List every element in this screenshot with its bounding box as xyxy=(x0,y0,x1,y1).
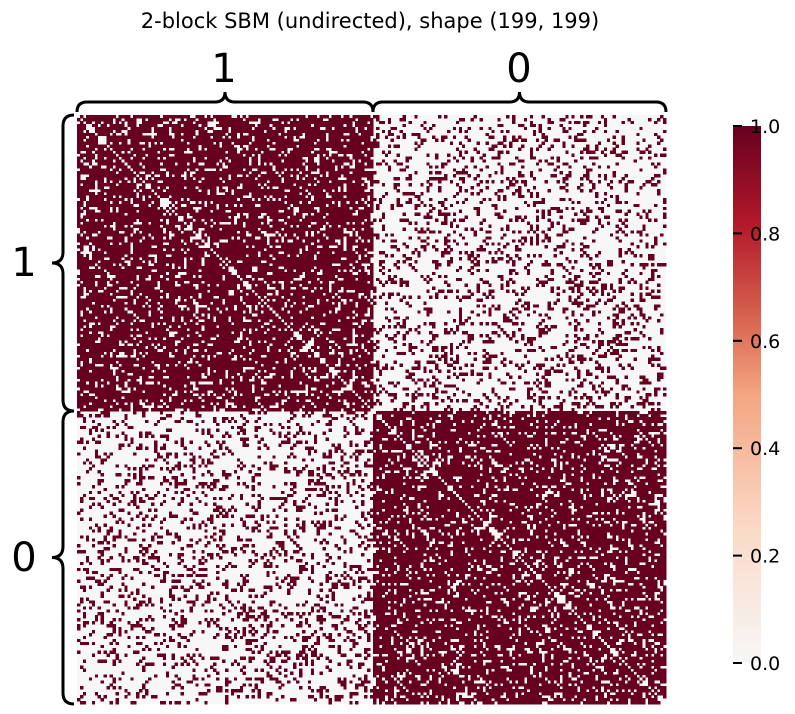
colorbar xyxy=(733,126,761,663)
heatmap-background xyxy=(77,115,666,704)
top-block-label-0: 0 xyxy=(506,46,531,92)
colorbar-tick-label-3: 0.6 xyxy=(750,331,780,353)
heatmap-matrix xyxy=(77,115,667,705)
colorbar-tick-label-5: 1.0 xyxy=(750,116,780,138)
top-brace-block-1 xyxy=(75,91,375,113)
left-brace-block-1 xyxy=(51,113,75,413)
chart-title: 2-block SBM (undirected), shape (199, 19… xyxy=(141,9,599,33)
top-block-braces xyxy=(75,91,668,113)
top-block-label-1: 1 xyxy=(211,46,236,92)
colorbar-ticks: 0.0 0.2 0.4 0.6 0.8 1.0 xyxy=(733,116,780,675)
left-block-label-0: 0 xyxy=(11,535,36,581)
top-brace-block-0 xyxy=(371,91,668,113)
heatmap-edge-cells xyxy=(77,115,667,705)
colorbar-tick-label-0: 0.0 xyxy=(750,653,780,675)
colorbar-tick-label-4: 0.8 xyxy=(750,223,780,245)
left-brace-block-0 xyxy=(51,409,75,706)
colorbar-tick-label-1: 0.2 xyxy=(750,546,780,568)
left-block-label-1: 1 xyxy=(11,240,36,286)
colorbar-tick-label-2: 0.4 xyxy=(750,438,780,460)
left-block-braces xyxy=(51,113,75,706)
